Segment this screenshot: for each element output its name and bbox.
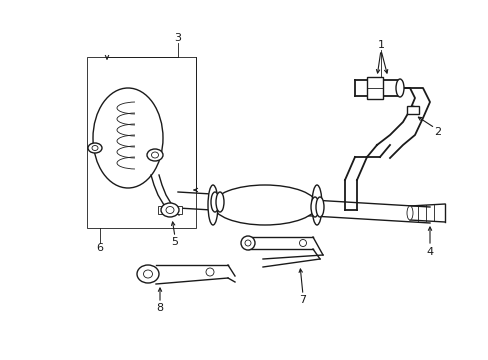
Ellipse shape xyxy=(143,270,152,278)
Ellipse shape xyxy=(88,143,102,153)
Ellipse shape xyxy=(241,236,254,250)
Text: 1: 1 xyxy=(377,40,384,50)
Text: 8: 8 xyxy=(156,303,163,313)
Ellipse shape xyxy=(244,240,250,246)
Ellipse shape xyxy=(406,206,412,220)
Text: 2: 2 xyxy=(433,127,441,137)
Ellipse shape xyxy=(147,149,163,161)
Ellipse shape xyxy=(408,106,416,114)
Ellipse shape xyxy=(93,88,163,188)
Bar xyxy=(406,106,418,114)
Text: 4: 4 xyxy=(426,247,433,257)
Ellipse shape xyxy=(161,203,179,217)
Text: 3: 3 xyxy=(174,33,181,43)
Bar xyxy=(158,206,182,214)
Text: 5: 5 xyxy=(171,237,178,247)
Ellipse shape xyxy=(92,145,98,150)
Ellipse shape xyxy=(137,265,159,283)
Ellipse shape xyxy=(207,185,218,225)
Ellipse shape xyxy=(165,207,174,213)
Ellipse shape xyxy=(311,185,321,225)
Text: 7: 7 xyxy=(299,295,306,305)
Bar xyxy=(366,77,382,99)
Ellipse shape xyxy=(395,79,403,97)
Ellipse shape xyxy=(310,197,318,217)
Ellipse shape xyxy=(210,192,219,212)
Bar xyxy=(87,57,196,228)
Ellipse shape xyxy=(299,239,306,247)
Ellipse shape xyxy=(205,268,214,276)
Text: 6: 6 xyxy=(96,243,103,253)
Ellipse shape xyxy=(213,185,316,225)
Ellipse shape xyxy=(151,152,158,158)
Ellipse shape xyxy=(315,197,324,217)
Ellipse shape xyxy=(216,192,224,212)
